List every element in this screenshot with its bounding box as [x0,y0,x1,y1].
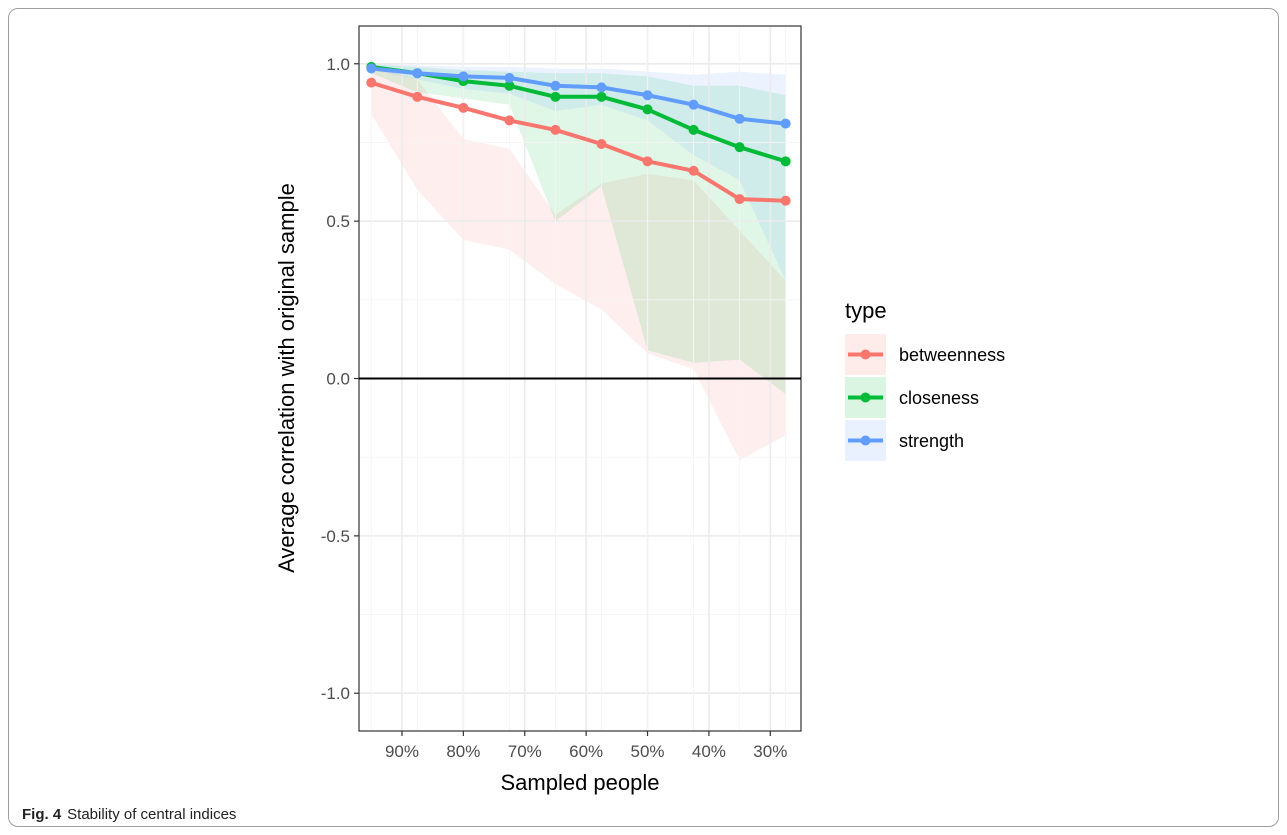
strength-point [504,72,515,83]
x-tick-label: 90% [385,742,419,761]
strength-point [688,99,699,110]
x-tick-label: 30% [753,742,787,761]
betweenness-point [504,115,515,126]
betweenness-point [550,124,561,135]
betweenness-band [371,66,786,461]
closeness-point [642,104,653,115]
closeness-point [780,156,791,167]
betweenness-point [458,102,469,113]
betweenness-point [596,139,607,150]
closeness-point [550,91,561,102]
figure-number: Fig. 4 [22,806,62,823]
legend-item-closeness: closeness [845,377,979,418]
betweenness-point [780,195,791,206]
betweenness-point [734,194,745,205]
figure-caption: Fig. 4 Stability of central indices [22,806,236,823]
figure-frame [8,8,1279,827]
betweenness-point [412,91,423,102]
strength-point [780,118,791,129]
closeness-band [371,63,786,395]
legend-key-point [860,349,871,360]
strength-point [366,63,377,74]
y-tick-label: 1.0 [326,55,350,74]
betweenness-point [688,165,699,176]
x-tick-label: 50% [631,742,665,761]
x-tick-label: 60% [569,742,603,761]
strength-point [550,80,561,91]
betweenness-point [642,156,653,167]
strength-point [734,113,745,124]
strength-point [458,71,469,82]
closeness-point [734,142,745,153]
legend-item-strength: strength [845,420,964,461]
strength-point [596,82,607,93]
strength-point [642,90,653,101]
y-tick-label: 0.0 [326,370,350,389]
strength-band [371,63,786,281]
x-tick-label: 70% [508,742,542,761]
x-tick-label: 80% [446,742,480,761]
strength-point [412,68,423,79]
closeness-line [371,64,787,164]
y-tick-label: 0.5 [326,212,350,231]
x-tick-label: 40% [692,742,726,761]
strength-line [371,66,786,126]
legend-label: closeness [899,388,979,408]
y-tick-label: -0.5 [321,527,350,546]
closeness-point [504,80,515,91]
figure-caption-text: Stability of central indices [67,806,237,823]
legend-title: type [845,298,887,323]
x-axis-title: Sampled people [500,770,659,795]
legend-item-betweenness: betweenness [845,334,1005,375]
legend-key-point [860,435,871,446]
closeness-point [596,91,607,102]
y-tick-label: -1.0 [321,684,350,703]
betweenness-point [366,77,377,88]
legend-label: strength [899,431,964,451]
legend-label: betweenness [899,345,1005,365]
legend-key-point [860,392,871,403]
betweenness-line [370,80,786,203]
closeness-point [688,124,699,135]
y-axis-title: Average correlation with original sample [274,183,299,573]
